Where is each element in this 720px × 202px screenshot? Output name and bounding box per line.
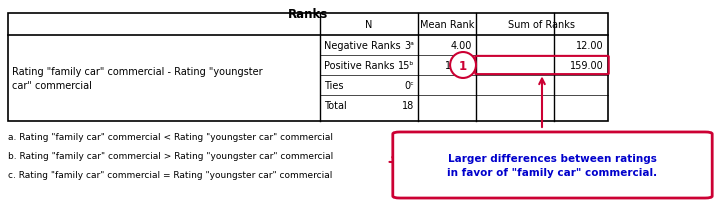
- Text: 3ᵃ: 3ᵃ: [405, 41, 415, 51]
- Text: Mean Rank: Mean Rank: [420, 20, 474, 30]
- Text: c. Rating "family car" commercial = Rating "youngster car" commercial: c. Rating "family car" commercial = Rati…: [8, 170, 333, 179]
- Text: 4.00: 4.00: [451, 41, 472, 51]
- Text: 159.00: 159.00: [570, 61, 603, 71]
- Text: Sum of Ranks: Sum of Ranks: [508, 20, 575, 30]
- Text: Larger differences between ratings
in favor of "family car" commercial.: Larger differences between ratings in fa…: [447, 153, 657, 177]
- FancyBboxPatch shape: [393, 132, 712, 198]
- Text: 0ᶜ: 0ᶜ: [405, 81, 415, 90]
- Ellipse shape: [450, 53, 476, 79]
- Text: Ranks: Ranks: [288, 8, 328, 21]
- Text: 1: 1: [459, 59, 467, 72]
- Text: 10.60: 10.60: [445, 61, 472, 71]
- Text: Positive Ranks: Positive Ranks: [323, 61, 394, 71]
- Text: Negative Ranks: Negative Ranks: [323, 41, 400, 51]
- Text: Rating "family car" commercial - Rating "youngster
car" commercial: Rating "family car" commercial - Rating …: [12, 67, 262, 90]
- Text: Ties: Ties: [323, 81, 343, 90]
- Text: b. Rating "family car" commercial > Rating "youngster car" commercial: b. Rating "family car" commercial > Rati…: [8, 151, 333, 160]
- Text: 18: 18: [402, 101, 415, 110]
- Text: a. Rating "family car" commercial < Rating "youngster car" commercial: a. Rating "family car" commercial < Rati…: [8, 132, 333, 141]
- Text: N: N: [365, 20, 373, 30]
- Text: 12.00: 12.00: [576, 41, 603, 51]
- Text: 15ᵇ: 15ᵇ: [398, 61, 415, 71]
- Text: Total: Total: [323, 101, 346, 110]
- Bar: [8, 14, 608, 121]
